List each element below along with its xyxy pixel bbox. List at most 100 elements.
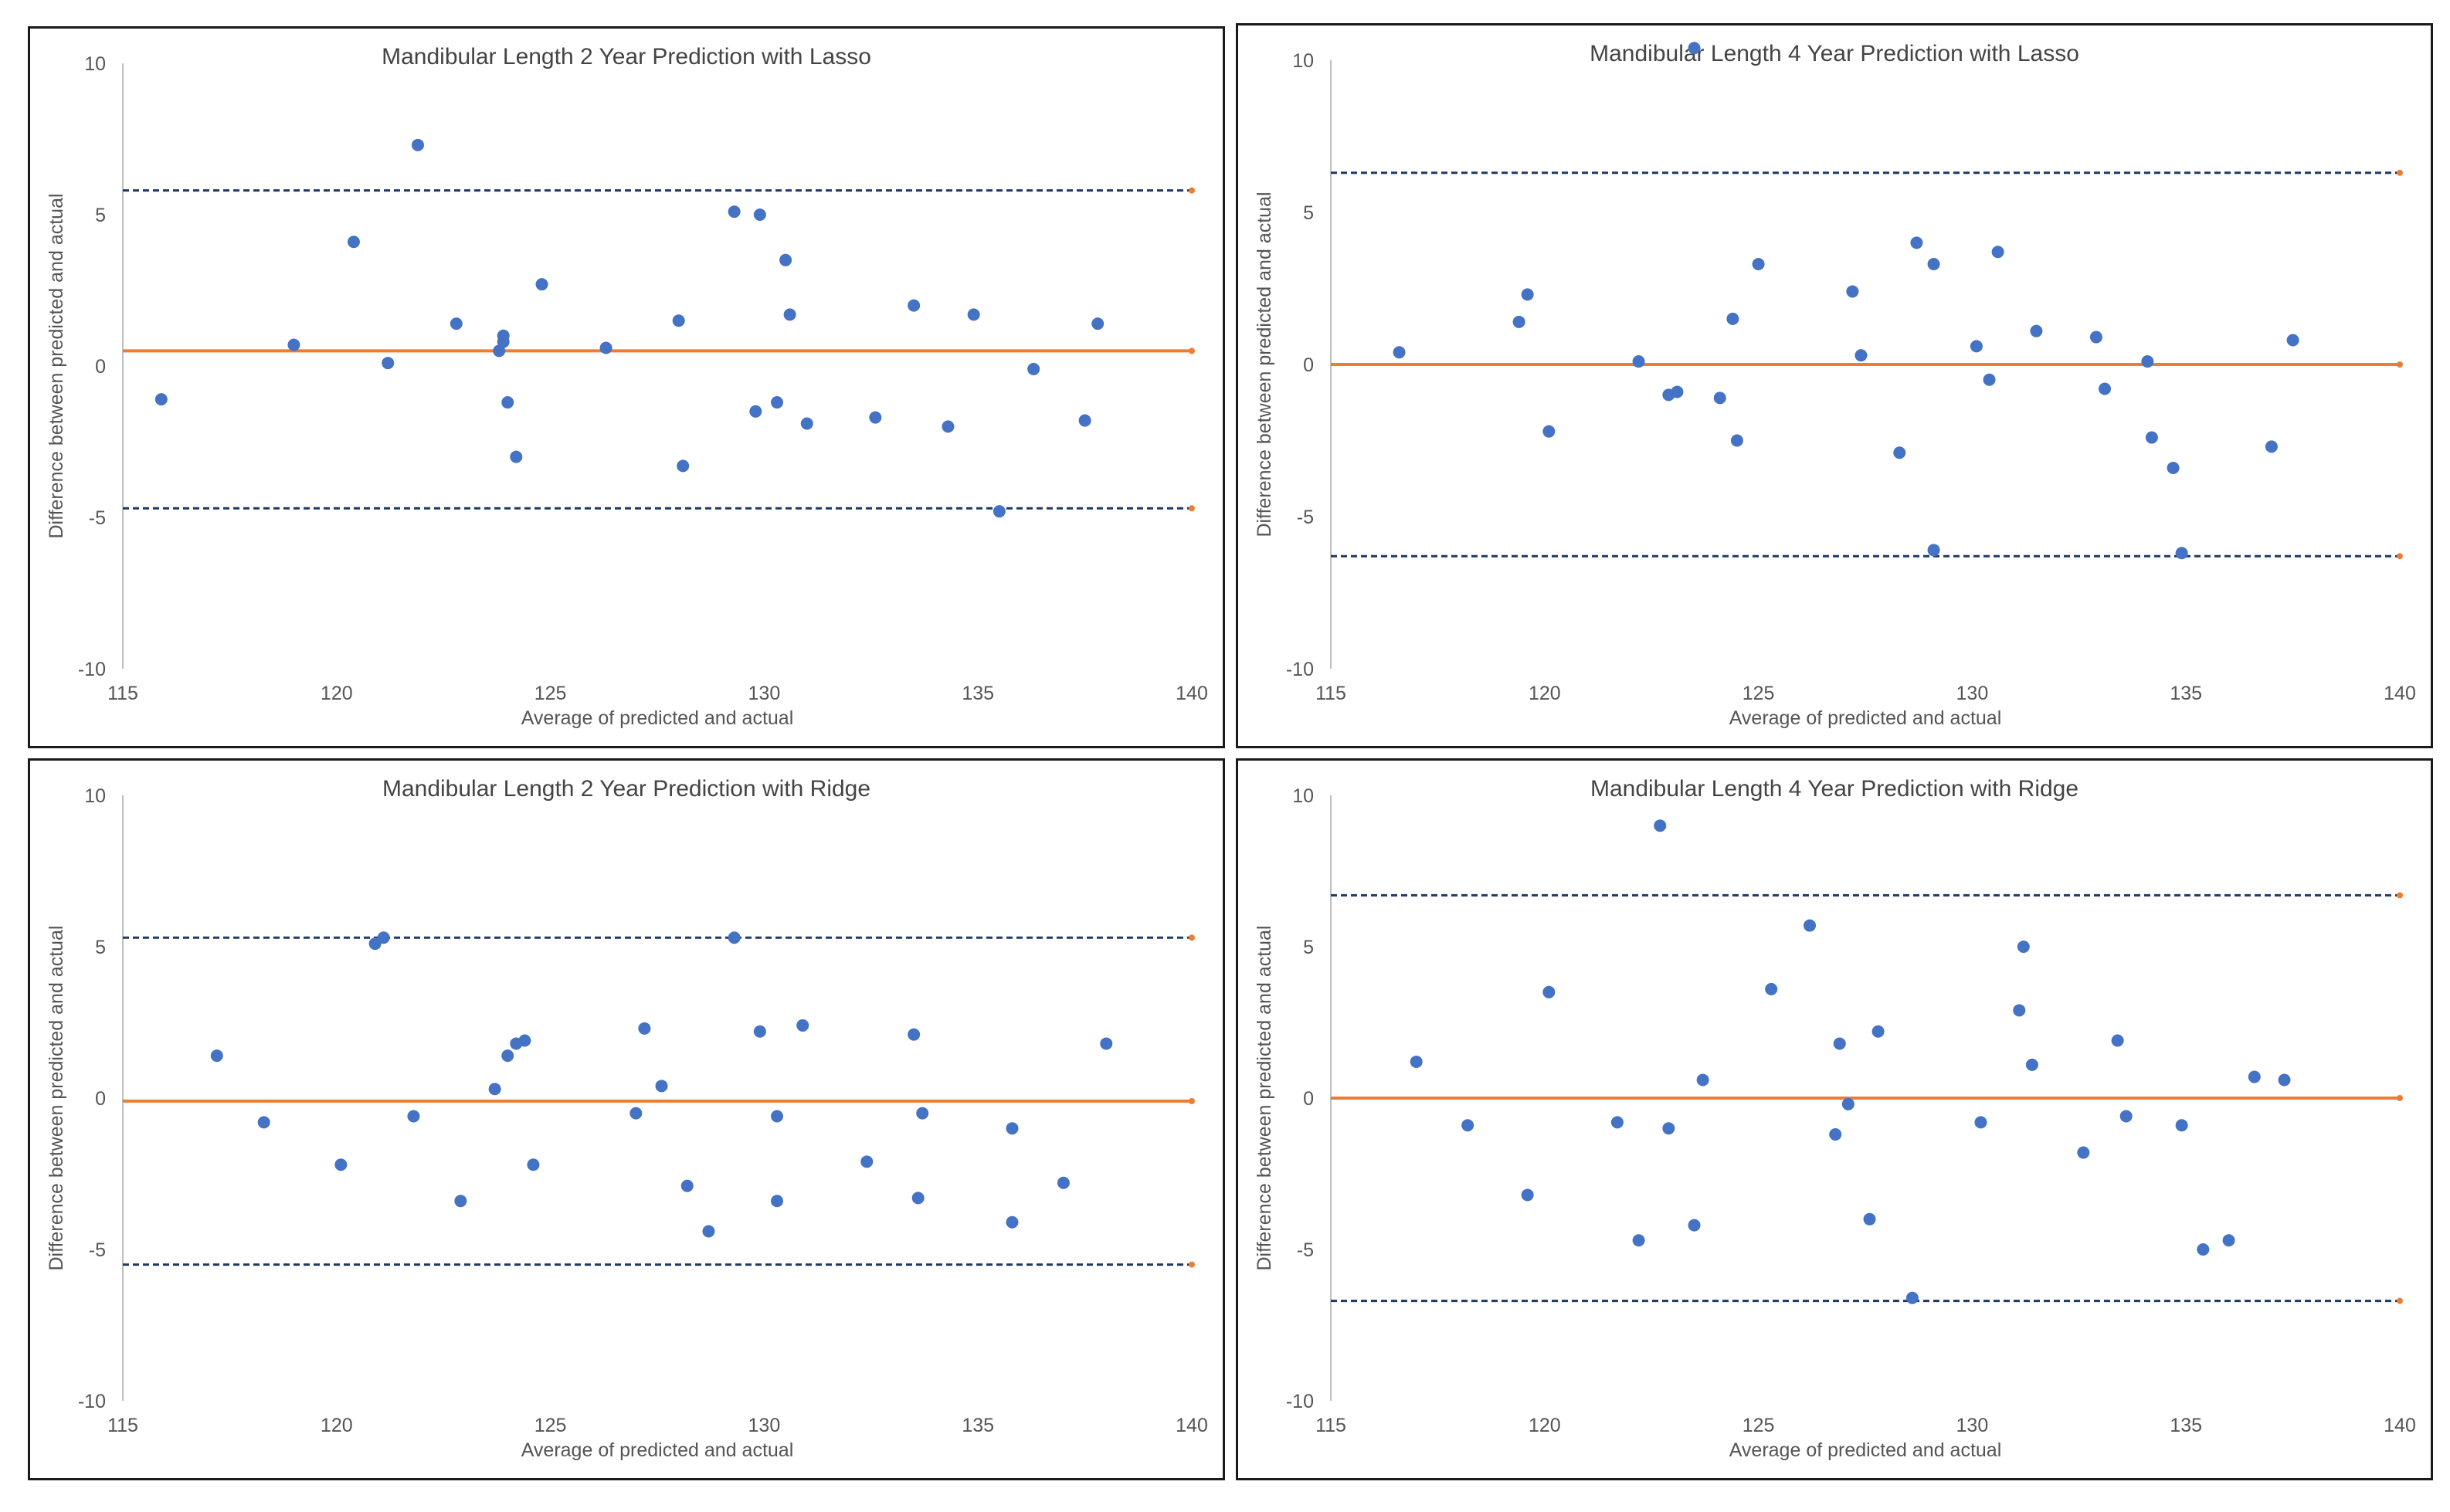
data-point xyxy=(510,450,523,463)
y-tick-label: -10 xyxy=(78,659,106,680)
y-tick-label: 0 xyxy=(95,356,106,378)
chart-panel-ridge-4yr: Mandibular Length 4 Year Prediction with… xyxy=(1236,758,2433,1480)
data-point xyxy=(749,405,762,418)
data-point xyxy=(1871,1025,1885,1038)
y-tick-label: -5 xyxy=(89,1239,106,1261)
data-point xyxy=(783,308,796,321)
chart-title: Mandibular Length 2 Year Prediction with… xyxy=(382,44,871,69)
lower-limit-line-end-marker xyxy=(2397,553,2403,560)
data-point xyxy=(2111,1034,2124,1047)
data-point xyxy=(1829,1128,1842,1141)
x-tick-label: 115 xyxy=(107,683,138,704)
mean-line-end-marker xyxy=(2397,361,2403,368)
x-axis-title: Average of predicted and actual xyxy=(521,1439,794,1461)
data-point xyxy=(2222,1234,2235,1247)
data-point xyxy=(1730,434,1743,447)
x-tick-label: 120 xyxy=(321,1415,353,1436)
data-point xyxy=(1521,288,1534,301)
chart-panel-ridge-2yr: Mandibular Length 2 Year Prediction with… xyxy=(28,758,1225,1480)
data-point xyxy=(2197,1243,2210,1256)
x-tick-label: 125 xyxy=(534,683,567,704)
upper-limit-line-end-marker xyxy=(1189,187,1195,194)
y-tick-label: -5 xyxy=(1297,507,1314,528)
data-point xyxy=(2013,1004,2026,1017)
data-point xyxy=(1654,819,1667,832)
x-tick-label: 120 xyxy=(1529,1415,1561,1436)
data-point xyxy=(1688,1219,1701,1232)
data-point xyxy=(1632,355,1645,368)
data-point xyxy=(497,335,510,348)
lower-limit-line-end-marker xyxy=(1189,1261,1195,1268)
data-point xyxy=(629,1107,643,1120)
bland-altman-chart: Mandibular Length 2 Year Prediction with… xyxy=(46,44,1208,729)
y-tick-label: -5 xyxy=(1297,1239,1314,1261)
data-point xyxy=(771,1195,784,1208)
data-point xyxy=(2175,1119,2188,1132)
data-point xyxy=(1006,1215,1019,1229)
data-point xyxy=(334,1158,348,1171)
data-point xyxy=(501,396,514,409)
chart-title: Mandibular Length 4 Year Prediction with… xyxy=(1590,41,2079,66)
data-point xyxy=(454,1195,467,1208)
data-point xyxy=(1057,1176,1070,1189)
data-point xyxy=(753,208,766,221)
upper-limit-line-end-marker xyxy=(1189,934,1195,941)
y-tick-label: -10 xyxy=(1286,1391,1314,1412)
data-point xyxy=(2030,324,2043,337)
y-tick-label: 10 xyxy=(1292,50,1314,72)
x-tick-label: 135 xyxy=(2170,683,2202,704)
x-tick-label: 140 xyxy=(2384,1415,2416,1436)
data-point xyxy=(535,278,548,291)
data-point xyxy=(1974,1116,1987,1129)
data-point xyxy=(908,299,921,312)
data-point xyxy=(1542,425,1556,438)
data-point xyxy=(911,1192,925,1205)
mean-line-end-marker xyxy=(1189,347,1195,354)
y-tick-label: -5 xyxy=(89,507,106,529)
data-point xyxy=(702,1225,715,1238)
chart-title: Mandibular Length 2 Year Prediction with… xyxy=(382,776,870,802)
upper-limit-line-end-marker xyxy=(2397,169,2403,176)
data-point xyxy=(1846,285,1859,298)
data-point xyxy=(2017,941,2030,953)
data-point xyxy=(1632,1234,1645,1247)
data-point xyxy=(1521,1188,1534,1202)
data-point xyxy=(407,1110,420,1123)
data-point xyxy=(2119,1110,2133,1123)
lower-limit-line-end-marker xyxy=(2397,1297,2403,1304)
data-point xyxy=(450,317,463,331)
data-point xyxy=(210,1049,223,1063)
data-point xyxy=(771,396,784,409)
lower-limit-line-end-marker xyxy=(1189,505,1195,512)
data-point xyxy=(771,1110,784,1123)
data-point xyxy=(1927,544,1940,557)
data-point xyxy=(672,314,685,327)
y-tick-label: 5 xyxy=(95,937,106,958)
data-point xyxy=(677,459,690,473)
x-tick-label: 120 xyxy=(321,683,353,704)
data-point xyxy=(1078,414,1091,427)
data-point xyxy=(1610,1116,1624,1129)
data-point xyxy=(2167,461,2180,474)
data-point xyxy=(1726,312,1739,325)
x-axis-title: Average of predicted and actual xyxy=(521,707,794,729)
x-tick-label: 125 xyxy=(1742,683,1775,704)
data-point xyxy=(2175,547,2188,560)
data-point xyxy=(599,341,612,354)
data-point xyxy=(1671,385,1684,398)
data-point xyxy=(368,937,382,951)
data-point xyxy=(1983,373,1996,386)
data-point xyxy=(869,411,882,424)
x-tick-label: 115 xyxy=(107,1415,138,1436)
data-point xyxy=(993,505,1006,518)
y-tick-label: 10 xyxy=(84,53,106,75)
data-point xyxy=(1461,1119,1474,1132)
mean-line-end-marker xyxy=(1189,1097,1195,1104)
data-point xyxy=(680,1179,694,1192)
data-point xyxy=(287,338,300,351)
y-tick-label: 5 xyxy=(1303,937,1314,958)
data-point xyxy=(1662,1122,1675,1135)
data-point xyxy=(638,1022,651,1035)
data-point xyxy=(488,1083,501,1096)
mean-line-end-marker xyxy=(2397,1095,2403,1101)
